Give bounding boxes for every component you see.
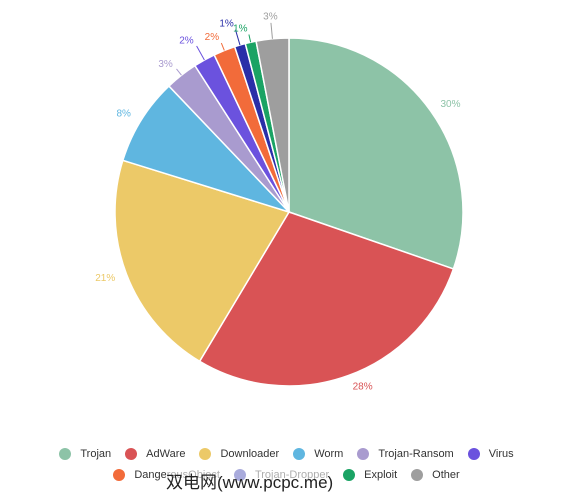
legend-item[interactable]: Worm: [293, 448, 343, 460]
data-label: 3%: [263, 12, 278, 23]
legend-swatch: [293, 448, 306, 460]
legend-item[interactable]: Downloader: [199, 448, 279, 460]
legend-item[interactable]: AdWare: [125, 448, 185, 460]
leader-line: [196, 45, 205, 61]
legend-item[interactable]: Other: [411, 469, 460, 481]
data-label: 1%: [219, 19, 234, 30]
data-label: 30%: [441, 99, 461, 110]
pie-slice: [114, 159, 291, 363]
data-label: 8%: [116, 109, 131, 120]
legend-label: Virus: [488, 448, 514, 460]
legend-label: Worm: [314, 448, 344, 460]
pie-slice: [288, 37, 464, 270]
leader-line: [270, 22, 273, 39]
legend-swatch: [59, 448, 72, 460]
legend-swatch: [113, 469, 126, 481]
legend-item[interactable]: Trojan-Ransom: [357, 448, 454, 460]
leader-line: [176, 68, 182, 76]
data-label: 3%: [158, 59, 173, 70]
chart: 30% 28% 21% 8% 3% 2% 2% 1% 1% 3%: [95, 12, 464, 392]
legend-swatch: [199, 448, 212, 460]
data-label: 21%: [95, 273, 115, 284]
legend-swatch: [343, 469, 356, 481]
leader-line: [234, 29, 241, 46]
data-label: 2%: [179, 35, 194, 46]
leader-line: [220, 42, 225, 51]
legend-label: Trojan: [80, 448, 112, 460]
pie-slice: [121, 85, 292, 214]
legend-label: Downloader: [220, 448, 280, 460]
legend-item[interactable]: Virus: [467, 448, 514, 460]
legend-label: Exploit: [364, 469, 398, 481]
data-label: 1%: [233, 23, 248, 34]
legend-item[interactable]: Trojan: [59, 448, 111, 460]
watermark: 双电网(www.pcpc.me): [166, 468, 334, 493]
legend-swatch: [357, 448, 370, 460]
legend-item[interactable]: Exploit: [343, 469, 397, 481]
legend-swatch: [125, 448, 138, 460]
data-label: 28%: [353, 381, 373, 392]
legend-swatch: [467, 448, 480, 460]
leader-line: [248, 34, 252, 43]
legend-label: Other: [432, 469, 460, 481]
data-label: 2%: [205, 32, 220, 43]
legend-swatch: [411, 469, 424, 481]
legend-label: AdWare: [146, 448, 186, 460]
legend-label: Trojan-Ransom: [378, 448, 454, 460]
